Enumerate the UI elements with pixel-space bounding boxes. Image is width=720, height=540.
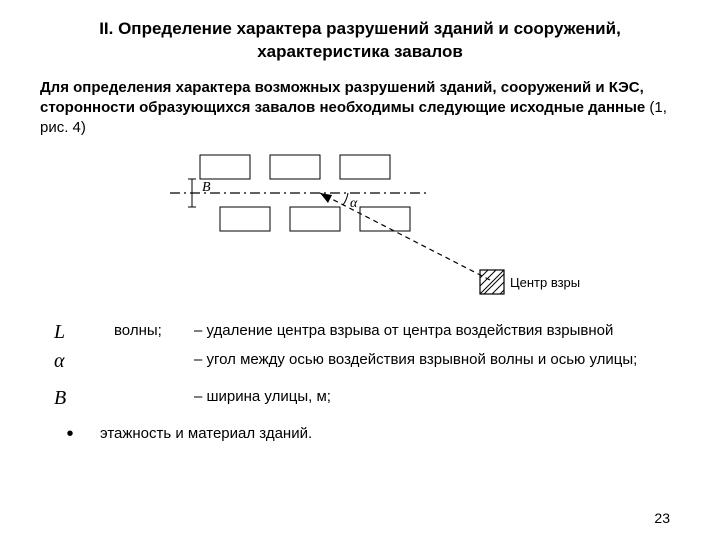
txt-alpha: – угол между осью воздействия взрывной в…: [194, 348, 680, 370]
txt-B: – ширина улицы, м;: [194, 385, 680, 407]
sym-alpha: α: [40, 348, 114, 375]
sym-L: L: [40, 319, 114, 346]
explosion-center: [480, 270, 504, 294]
intro-paragraph: Для определения характера возможных разр…: [40, 78, 680, 139]
building-bot-2: [290, 207, 340, 231]
building-top-3: [340, 155, 390, 179]
title-line1: II. Определение характера разрушений зда…: [99, 19, 621, 38]
bullet-row: • этажность и материал зданий.: [40, 424, 680, 444]
alpha-label: α: [350, 196, 358, 211]
page-title: II. Определение характера разрушений зда…: [40, 18, 680, 64]
sym-B: B: [40, 385, 114, 412]
def-B: B – ширина улицы, м;: [40, 385, 680, 412]
mid-B: [114, 385, 194, 387]
intro-bold: Для определения характера возможных разр…: [40, 79, 645, 116]
txt-L: – удаление центра взрыва от центра возде…: [194, 319, 680, 341]
def-alpha: α – угол между осью воздействия взрывной…: [40, 348, 680, 375]
bullet-dot-icon: •: [40, 424, 100, 444]
mid-alpha: [114, 348, 194, 350]
definitions: L волны; – удаление центра взрыва от цен…: [40, 319, 680, 444]
explosion-center-label: Центр взрыва: [510, 275, 580, 290]
blast-axis: [320, 193, 490, 280]
street-diagram: B α Центр взрыва: [140, 145, 580, 315]
b-label: B: [202, 180, 211, 195]
alpha-arc: [343, 193, 348, 205]
building-bot-3: [360, 207, 410, 231]
def-L: L волны; – удаление центра взрыва от цен…: [40, 319, 680, 346]
title-line2: характеристика завалов: [257, 42, 463, 61]
building-top-2: [270, 155, 320, 179]
bullet-text: этажность и материал зданий.: [100, 424, 312, 444]
building-top-1: [200, 155, 250, 179]
page-number: 23: [654, 510, 670, 526]
building-bot-1: [220, 207, 270, 231]
blast-arrowhead: [320, 193, 332, 203]
mid-L: волны;: [114, 319, 194, 341]
page-root: II. Определение характера разрушений зда…: [0, 0, 720, 540]
